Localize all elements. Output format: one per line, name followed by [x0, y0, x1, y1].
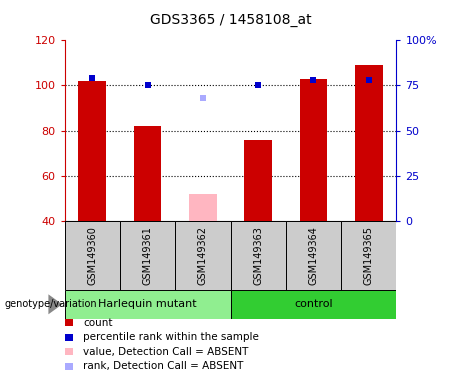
Text: GSM149362: GSM149362 [198, 226, 208, 285]
Bar [341, 221, 396, 290]
Text: GSM149361: GSM149361 [142, 226, 153, 285]
Text: rank, Detection Call = ABSENT: rank, Detection Call = ABSENT [83, 361, 243, 371]
Bar [120, 221, 175, 290]
Bar [300, 79, 327, 221]
Bar [355, 65, 383, 221]
Text: count: count [83, 318, 112, 328]
Text: value, Detection Call = ABSENT: value, Detection Call = ABSENT [83, 347, 248, 357]
Bar [65, 221, 120, 290]
Bar [78, 81, 106, 221]
Polygon shape [48, 294, 62, 314]
Text: GDS3365 / 1458108_at: GDS3365 / 1458108_at [150, 13, 311, 27]
Text: GSM149360: GSM149360 [87, 226, 97, 285]
Text: percentile rank within the sample: percentile rank within the sample [83, 332, 259, 342]
Text: GSM149363: GSM149363 [253, 226, 263, 285]
Bar [65, 290, 230, 319]
Text: GSM149365: GSM149365 [364, 226, 374, 285]
Text: genotype/variation: genotype/variation [5, 299, 97, 310]
Bar [230, 290, 396, 319]
Text: Harlequin mutant: Harlequin mutant [98, 299, 197, 310]
Text: control: control [294, 299, 333, 310]
Bar [175, 221, 230, 290]
Text: GSM149364: GSM149364 [308, 226, 319, 285]
Bar [189, 194, 217, 221]
Bar [134, 126, 161, 221]
Bar [286, 221, 341, 290]
Bar [244, 140, 272, 221]
Bar [230, 221, 286, 290]
